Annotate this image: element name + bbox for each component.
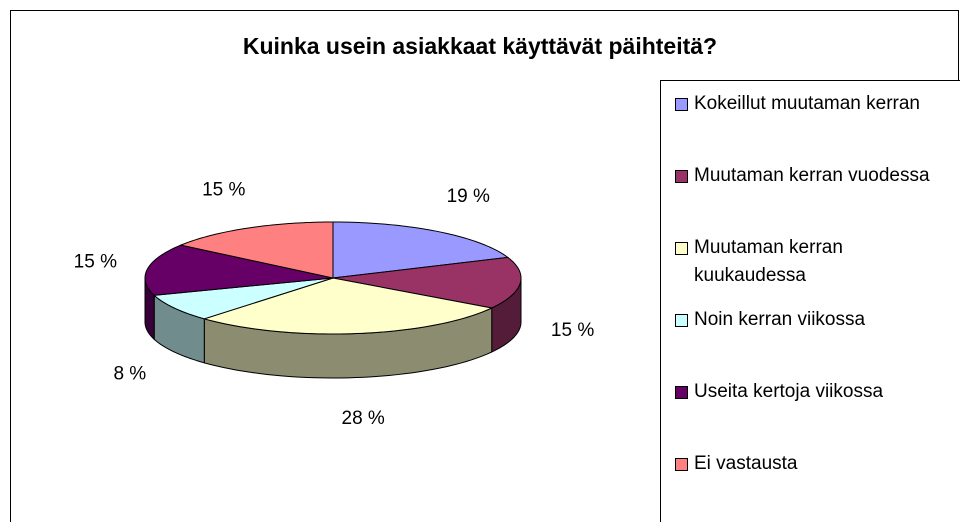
data-label: 28 % bbox=[342, 408, 385, 429]
legend-entry: Muutaman kerran vuodessa bbox=[668, 162, 948, 190]
legend-swatch bbox=[675, 386, 688, 399]
pie-tops bbox=[144, 221, 522, 335]
legend-swatch bbox=[675, 458, 688, 471]
legend-label: Ei vastausta bbox=[694, 453, 798, 474]
data-label: 15 % bbox=[551, 320, 594, 341]
legend-label: Muutaman kerran vuodessa bbox=[694, 165, 930, 186]
legend-swatch bbox=[675, 314, 688, 327]
pie-slice bbox=[202, 277, 494, 335]
legend-box bbox=[660, 80, 960, 522]
data-label: 15 % bbox=[202, 180, 245, 201]
legend-label: Useita kertoja viikossa bbox=[694, 381, 884, 402]
legend-entry: Ei vastausta bbox=[668, 450, 948, 478]
legend-swatch bbox=[675, 242, 688, 255]
pie-slice bbox=[332, 256, 522, 309]
data-label: 8 % bbox=[113, 364, 146, 385]
pie-slice bbox=[332, 221, 510, 279]
legend-entry: Kokeillut muutaman kerran bbox=[668, 90, 948, 118]
data-label: 15 % bbox=[74, 252, 117, 273]
pie-slice bbox=[153, 277, 334, 320]
legend-label: Muutaman kerran kuukaudessa bbox=[694, 237, 843, 286]
legend-swatch bbox=[675, 98, 688, 111]
legend-entry: Muutaman kerran kuukaudessa bbox=[668, 234, 948, 290]
legend-label: Noin kerran viikossa bbox=[694, 309, 866, 330]
data-label: 19 % bbox=[447, 186, 490, 207]
legend-label: Kokeillut muutaman kerran bbox=[694, 93, 920, 114]
legend-entry: Noin kerran viikossa bbox=[668, 306, 948, 334]
pie-slice bbox=[144, 244, 334, 296]
pie-slice bbox=[179, 221, 334, 279]
chart-title: Kuinka usein asiakkaat käyttävät päihtei… bbox=[243, 33, 717, 59]
legend-swatch bbox=[675, 170, 688, 183]
pie-sides bbox=[144, 277, 522, 379]
legend-entry: Useita kertoja viikossa bbox=[668, 378, 948, 406]
